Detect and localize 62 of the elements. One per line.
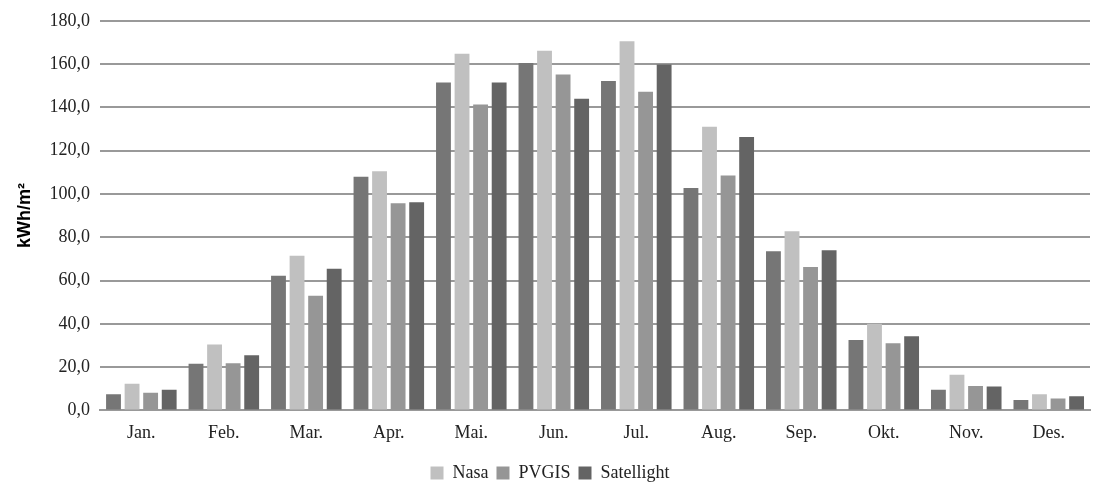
bar <box>601 80 616 410</box>
bar <box>766 251 781 410</box>
bar <box>702 126 717 410</box>
bar <box>244 355 260 410</box>
x-tick-label: Sep. <box>785 421 818 442</box>
bar <box>619 41 635 410</box>
y-tick-label: 0,0 <box>67 399 91 420</box>
x-tick-label: Apr. <box>373 421 405 442</box>
bar <box>289 255 305 410</box>
bar <box>409 202 425 410</box>
x-tick-label: Mai. <box>454 421 489 442</box>
bar <box>784 231 800 410</box>
bar <box>848 340 864 410</box>
bar <box>1032 394 1047 410</box>
bar <box>518 63 534 410</box>
legend-label: Satellight <box>600 461 670 482</box>
legend-label: Nasa <box>452 461 489 482</box>
y-axis-title: kWh/m² <box>13 183 34 249</box>
bar <box>867 323 882 410</box>
bar <box>1069 396 1085 410</box>
y-tick-label: 100,0 <box>49 182 91 203</box>
bar <box>353 176 369 410</box>
bar <box>656 64 672 410</box>
x-tick-label: Mar. <box>289 421 324 442</box>
bar <box>106 394 121 410</box>
bar <box>436 82 451 410</box>
bar <box>207 344 222 410</box>
x-tick-label: Des. <box>1032 421 1065 442</box>
bar <box>271 275 286 410</box>
bar <box>739 137 755 410</box>
y-tick-label: 140,0 <box>49 96 91 117</box>
bar <box>188 363 204 410</box>
y-tick-label: 20,0 <box>58 355 91 376</box>
bar <box>904 336 920 410</box>
bar <box>326 268 342 410</box>
x-tick-label: Feb. <box>208 421 240 442</box>
y-tick-label: 60,0 <box>58 269 91 290</box>
y-tick-label: 40,0 <box>58 312 91 333</box>
bar <box>372 171 387 410</box>
x-tick-label: Nov. <box>949 421 984 442</box>
bar <box>124 383 140 410</box>
bar <box>986 386 1002 410</box>
x-tick-label: Jan. <box>127 421 156 442</box>
bar <box>537 50 552 410</box>
y-tick-label: 120,0 <box>49 139 91 160</box>
bar <box>931 389 946 410</box>
bar <box>821 250 837 410</box>
bar <box>683 187 699 410</box>
y-tick-label: 80,0 <box>58 225 91 246</box>
bar <box>491 82 507 410</box>
x-tick-label: Okt. <box>868 421 900 442</box>
bar <box>949 374 965 410</box>
x-tick-label: Jul. <box>623 421 650 442</box>
x-tick-label: Jun. <box>539 421 569 442</box>
bar <box>161 389 177 410</box>
x-tick-label: Aug. <box>701 421 737 442</box>
legend-label: PVGIS <box>518 461 571 482</box>
bar <box>454 53 470 410</box>
bar <box>1013 400 1029 410</box>
y-tick-label: 180,0 <box>49 9 91 30</box>
bar <box>574 98 590 410</box>
y-tick-label: 160,0 <box>49 52 91 73</box>
